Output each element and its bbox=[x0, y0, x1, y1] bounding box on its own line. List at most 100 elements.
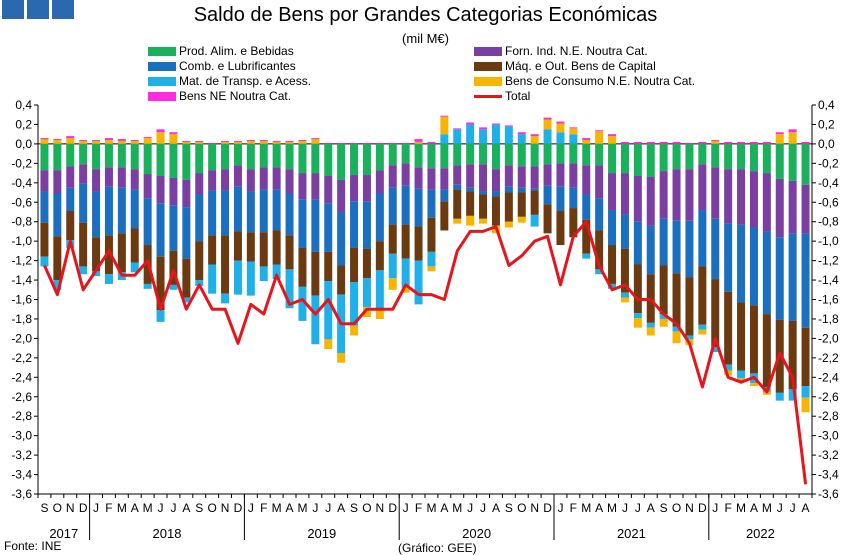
bar-segment bbox=[117, 140, 126, 144]
y-tick-label-right: -3,4 bbox=[818, 468, 839, 482]
bar-segment bbox=[775, 392, 784, 401]
bar-segment bbox=[259, 189, 268, 233]
bar-segment bbox=[298, 140, 307, 144]
bar-segment bbox=[466, 122, 475, 125]
bar-segment bbox=[143, 137, 152, 139]
bar-segment bbox=[195, 241, 204, 281]
bar-segment bbox=[388, 278, 397, 290]
bar-segment bbox=[453, 129, 462, 144]
bar-segment bbox=[259, 232, 268, 267]
bar-segment bbox=[633, 141, 642, 144]
bar-segment bbox=[104, 186, 113, 236]
bar-segment bbox=[737, 378, 746, 383]
bar-segment bbox=[143, 283, 152, 289]
y-tick-label-right: -0,6 bbox=[818, 195, 839, 209]
bar-segment bbox=[646, 327, 655, 336]
bar-segment bbox=[556, 132, 565, 144]
bar-segment bbox=[53, 140, 62, 144]
y-tick-label-right: 0,0 bbox=[818, 137, 835, 151]
bar-segment bbox=[659, 218, 668, 266]
bar-segment bbox=[246, 191, 255, 233]
bar-segment bbox=[504, 126, 513, 144]
bar-segment bbox=[246, 140, 255, 144]
bar-segment bbox=[311, 143, 320, 174]
bar-segment bbox=[195, 140, 204, 142]
x-month-label: J bbox=[635, 501, 641, 515]
bar-segment bbox=[672, 143, 681, 170]
bar-segment bbox=[427, 189, 436, 218]
bar-segment bbox=[414, 167, 423, 189]
bar-segment bbox=[324, 143, 333, 176]
bar-segment bbox=[646, 322, 655, 328]
bar-segment bbox=[582, 194, 591, 220]
bar-segment bbox=[440, 116, 449, 135]
bar-segment bbox=[453, 165, 462, 185]
bar-segment bbox=[749, 141, 758, 144]
bar-segment bbox=[517, 143, 526, 167]
y-tick-label-left: -0,4 bbox=[11, 176, 32, 190]
legend-swatch-mat-transp bbox=[148, 77, 176, 86]
bar-segment bbox=[491, 124, 500, 144]
bar-segment bbox=[156, 175, 165, 204]
bar-segment bbox=[543, 129, 552, 144]
x-month-label: O bbox=[517, 501, 526, 515]
bar-segment bbox=[53, 139, 62, 141]
bar-segment bbox=[788, 143, 797, 181]
bar-segment bbox=[440, 115, 449, 117]
bar-segment bbox=[337, 142, 346, 144]
bar-segment bbox=[350, 201, 359, 248]
bar-segment bbox=[466, 143, 475, 165]
x-month-label: A bbox=[492, 501, 500, 515]
bar-segment bbox=[272, 167, 281, 190]
y-tick-label-left: -2,0 bbox=[11, 331, 32, 345]
x-month-label: J bbox=[248, 501, 254, 515]
x-month-label: N bbox=[376, 501, 385, 515]
x-month-label: N bbox=[221, 501, 230, 515]
bar-segment bbox=[620, 248, 629, 293]
bar-segment bbox=[221, 140, 230, 142]
bar-segment bbox=[298, 143, 307, 174]
bar-segment bbox=[195, 194, 204, 242]
bar-segment bbox=[479, 194, 488, 219]
bar-segment bbox=[401, 185, 410, 225]
bar-segment bbox=[711, 218, 720, 280]
x-month-label: J bbox=[312, 501, 318, 515]
bar-segment bbox=[92, 140, 101, 144]
bar-segment bbox=[582, 253, 591, 259]
y-tick-label-right: -2,6 bbox=[818, 390, 839, 404]
bar-segment bbox=[749, 143, 758, 172]
bar-segment bbox=[762, 231, 771, 315]
bar-segment bbox=[556, 121, 565, 124]
bar-segment bbox=[530, 190, 539, 215]
bar-segment bbox=[711, 140, 720, 144]
bar-segment bbox=[698, 143, 707, 165]
bar-segment bbox=[104, 167, 113, 187]
bar-segment bbox=[208, 143, 217, 171]
legend-line-total bbox=[474, 95, 502, 98]
bar-segment bbox=[350, 325, 359, 336]
bar-segment bbox=[362, 248, 371, 279]
bar-segment bbox=[272, 143, 281, 168]
bar-segment bbox=[285, 193, 294, 236]
bar-segment bbox=[620, 141, 629, 144]
bar-segment bbox=[285, 269, 294, 309]
x-month-label: S bbox=[350, 501, 358, 515]
legend-label-mat-transp: Mat. de Transp. e Acess. bbox=[179, 74, 312, 88]
bar-segment bbox=[608, 210, 617, 246]
legend-swatch-bens-ne bbox=[148, 92, 176, 101]
x-month-label: S bbox=[40, 501, 48, 515]
bar-segment bbox=[595, 130, 604, 132]
x-month-label: D bbox=[79, 501, 88, 515]
x-month-label: A bbox=[440, 501, 448, 515]
bar-segment bbox=[633, 221, 642, 265]
bar-segment bbox=[479, 164, 488, 192]
bar-segment bbox=[685, 142, 694, 144]
bar-segment bbox=[221, 141, 230, 144]
bar-segment bbox=[169, 250, 178, 285]
bar-segment bbox=[620, 292, 629, 298]
bar-segment bbox=[130, 140, 139, 144]
bar-segment bbox=[414, 226, 423, 261]
x-month-label: O bbox=[672, 501, 681, 515]
bar-segment bbox=[543, 185, 552, 205]
bar-segment bbox=[620, 143, 629, 174]
